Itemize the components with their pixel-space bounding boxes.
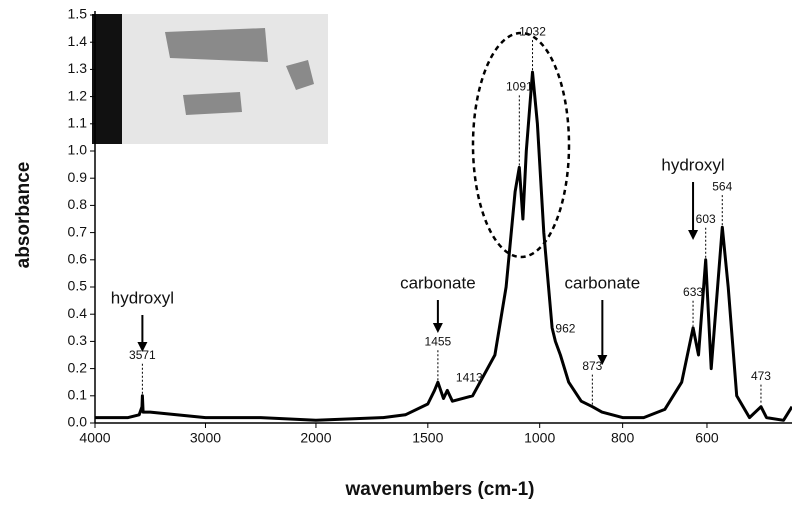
peak-label: 1455	[425, 334, 452, 348]
y-tick-label: 0.1	[68, 387, 88, 403]
x-tick-label: 600	[695, 430, 719, 446]
group-label: hydroxyl	[661, 155, 724, 174]
sample	[165, 28, 268, 62]
x-tick-label: 4000	[79, 430, 110, 446]
peak-label: 1032	[519, 24, 546, 38]
x-tick-label: 800	[611, 430, 635, 446]
x-tick-label: 1000	[524, 430, 555, 446]
y-tick-label: 1.3	[68, 60, 88, 76]
peak-label: 962	[555, 322, 575, 336]
y-tick-label: 0.4	[68, 305, 88, 321]
ruler	[92, 14, 122, 144]
y-tick-label: 0.2	[68, 359, 88, 375]
y-tick-label: 0.8	[68, 196, 88, 212]
highlight-ellipse	[471, 31, 571, 259]
peak-label: 473	[751, 369, 771, 383]
x-axis-title: wavenumbers (cm-1)	[344, 479, 534, 500]
y-axis-title: absorbance	[13, 162, 34, 269]
y-tick-label: 1.0	[68, 142, 88, 158]
arrow-head	[137, 342, 148, 352]
group-label: hydroxyl	[111, 288, 174, 307]
group-label: carbonate	[400, 273, 476, 292]
peak-label: 564	[712, 179, 732, 193]
y-tick-label: 1.4	[68, 33, 88, 49]
y-tick-label: 1.2	[68, 87, 88, 103]
y-tick-label: 0.5	[68, 278, 88, 294]
peak-label: 603	[696, 212, 716, 226]
peak-label: 1413	[456, 371, 483, 385]
arrow-head	[597, 355, 608, 365]
arrow-head	[688, 230, 699, 240]
x-tick-label: 1500	[412, 430, 443, 446]
y-tick-label: 0.6	[68, 251, 88, 267]
spectrum-line	[95, 70, 792, 422]
y-tick-label: 0.7	[68, 223, 88, 239]
x-tick-label: 3000	[190, 430, 221, 446]
y-tick-label: 0.0	[68, 414, 88, 430]
peak-label: 1091	[506, 79, 533, 93]
sample	[286, 60, 314, 90]
peak-label: 633	[683, 285, 703, 299]
arrow-head	[432, 323, 443, 333]
group-label: carbonate	[565, 273, 641, 292]
y-tick-label: 1.1	[68, 115, 88, 131]
y-tick-label: 0.3	[68, 332, 88, 348]
peak-label: 3571	[129, 348, 156, 362]
peak-label: 873	[582, 359, 602, 373]
y-tick-label: 1.5	[68, 6, 88, 22]
y-tick-label: 0.9	[68, 169, 88, 185]
x-tick-label: 2000	[300, 430, 331, 446]
sample	[183, 92, 242, 115]
